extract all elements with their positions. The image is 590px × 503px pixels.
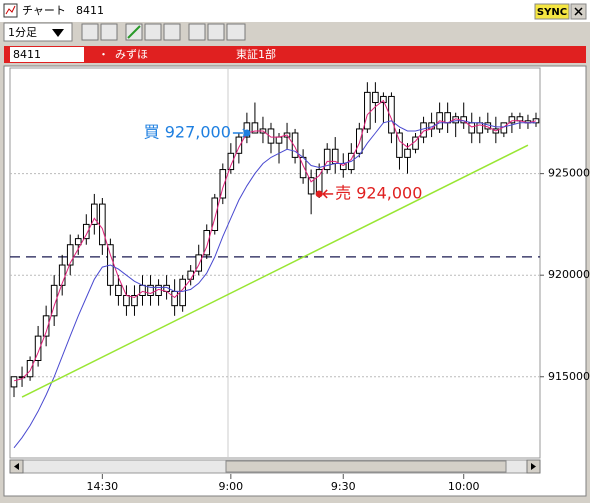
candle-body <box>131 295 138 307</box>
candle-body <box>66 244 74 266</box>
candle-body <box>420 122 427 138</box>
bullet: ・ <box>98 48 109 61</box>
candle-body <box>203 230 211 256</box>
candle-body <box>275 136 283 144</box>
pen-icon <box>127 25 141 39</box>
candle-body <box>380 95 387 104</box>
tool-button[interactable] <box>226 23 246 41</box>
candle-body <box>468 122 476 134</box>
trade-label: 買 927,000 <box>144 123 231 142</box>
title-bar <box>0 0 590 22</box>
interval-label: 1分足 <box>8 26 37 39</box>
scroll-right-arrow <box>531 463 536 470</box>
candle-body <box>219 169 227 199</box>
candle-body <box>91 203 98 225</box>
candle-body <box>42 315 50 337</box>
candle-body <box>251 122 259 134</box>
candle-body <box>99 203 106 246</box>
candle-body <box>50 284 58 317</box>
candle-body <box>26 360 34 378</box>
x-tick-label: 9:00 <box>218 480 243 493</box>
trade-label: 売 924,000 <box>335 183 422 202</box>
plot-area <box>9 67 541 459</box>
x-tick-label: 14:30 <box>86 480 118 493</box>
arrow-head <box>322 189 328 199</box>
candle-body <box>356 128 363 154</box>
candle-body <box>227 152 235 171</box>
candle-body <box>516 116 524 122</box>
y-tick-label: 915000 <box>548 370 590 383</box>
candle-body <box>396 132 403 158</box>
candle-body <box>74 238 82 246</box>
candle-body <box>508 116 516 124</box>
x-tick-label: 9:30 <box>331 480 356 493</box>
sync-button[interactable] <box>534 3 570 20</box>
candle-body <box>179 278 186 307</box>
scroll-thumb[interactable] <box>225 460 507 473</box>
candle-body <box>476 122 484 134</box>
app-icon-glyph <box>5 5 16 15</box>
tool-button[interactable] <box>163 23 181 41</box>
stock-name: みずほ <box>115 48 148 61</box>
code-box <box>10 47 84 62</box>
candle-body <box>195 254 203 272</box>
sync-label: SYNC <box>537 7 567 18</box>
tool-button[interactable] <box>188 23 206 41</box>
trade-marker <box>315 190 323 198</box>
info-bar <box>4 46 586 63</box>
tool-button[interactable] <box>100 23 118 41</box>
close-glyph <box>574 7 583 16</box>
candle-body <box>18 376 26 379</box>
candle-body <box>139 284 146 296</box>
tool-button[interactable] <box>81 23 99 41</box>
candle-body <box>235 136 243 154</box>
y-tick-label: 925000 <box>548 167 590 180</box>
candle-body <box>123 295 130 307</box>
candle-body <box>307 177 315 195</box>
stock-code: 8411 <box>13 48 41 61</box>
candle-body <box>291 132 299 158</box>
candle-body <box>372 91 379 104</box>
scroll-left-arrow <box>14 463 19 470</box>
window-title: チャート <box>22 4 66 17</box>
candle-body <box>267 128 275 144</box>
window-symbol: 8411 <box>76 4 104 17</box>
tool-button[interactable] <box>207 23 225 41</box>
candle-body <box>115 284 122 296</box>
candle-body <box>211 197 219 231</box>
y-tick-label: 920000 <box>548 268 590 281</box>
candle-body <box>323 148 331 171</box>
candle-body <box>82 223 90 240</box>
market-name: 東証1部 <box>236 47 276 61</box>
candle-body <box>34 335 42 361</box>
interval-select[interactable] <box>3 22 73 42</box>
candle-body <box>388 95 395 134</box>
candle-body <box>364 91 371 130</box>
trend-line <box>21 144 529 398</box>
candle-body <box>10 376 18 388</box>
candle-body <box>147 284 154 296</box>
moving-average <box>13 120 536 449</box>
arrow-head <box>242 128 248 138</box>
x-tick-label: 10:00 <box>448 480 480 493</box>
candle-body <box>404 148 411 158</box>
dropdown-arrow <box>52 29 64 37</box>
candle-body <box>171 290 178 307</box>
tool-button[interactable] <box>144 23 162 41</box>
